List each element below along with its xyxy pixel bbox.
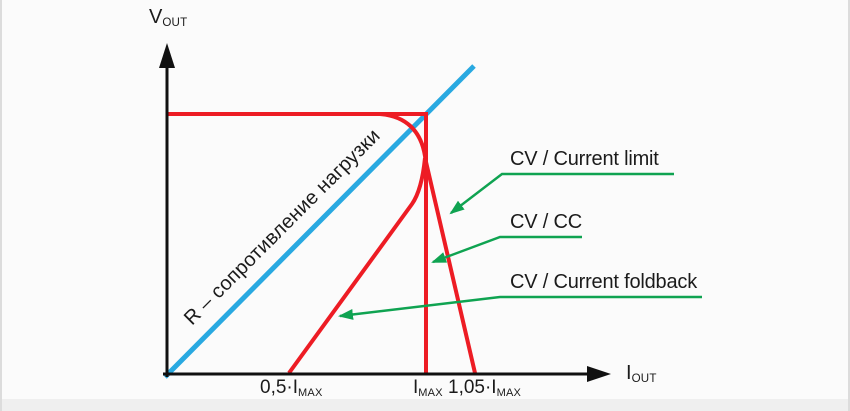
tick-imax: IMAX [413,377,443,399]
label-cv-current-foldback: CV / Current foldback [510,271,697,293]
tick-105-imax-main: 1,05·I [448,377,497,398]
tick-105-imax: 1,05·IMAX [448,377,521,399]
page-bottom-strip [2,399,848,411]
y-axis-label-main: V [149,6,163,28]
cv-cc-curve [166,112,428,373]
label-cv-current-limit: CV / Current limit [510,148,659,170]
tick-half-imax-sub: MAX [298,387,323,400]
cv-current-foldback-curve [287,157,427,375]
tick-imax-main: I [413,377,419,398]
x-axis-label-main: I [626,362,632,384]
tick-half-imax-main: 0,5·I [260,377,299,398]
cv-current-limit-curve [379,112,477,374]
tick-half-imax: 0,5·IMAX [260,377,323,399]
y-axis-arrowhead-icon [159,43,175,68]
label-cv-cc: CV / CC [510,211,582,233]
cv-cc-leader-line [431,235,582,264]
current-limit-leader-line [449,172,674,215]
x-axis-label: IOUT [626,362,657,385]
foldback-leader-line [338,295,702,320]
y-axis-label: VOUT [149,6,187,29]
y-axis-label-sub: OUT [162,16,188,30]
x-axis-label-sub: OUT [631,372,657,386]
tick-imax-sub: MAX [418,387,443,400]
x-axis-arrowhead-icon [587,366,611,382]
tick-105-imax-sub: MAX [496,387,522,400]
load-resistance-line [163,64,476,379]
